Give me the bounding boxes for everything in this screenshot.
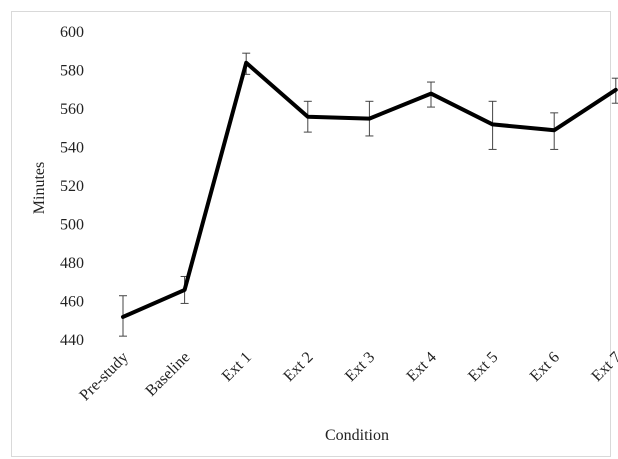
chart-frame	[11, 11, 611, 457]
x-tick-label: Ext 6	[527, 349, 563, 385]
x-tick-label: Ext 7	[588, 349, 618, 385]
x-tick-label: Ext 3	[342, 349, 378, 385]
y-tick-label: 520	[60, 178, 84, 195]
y-tick-label: 440	[60, 332, 84, 349]
x-axis-ticks: Pre-study Baseline Ext 1 Ext 2 Ext 3 Ext 4 Ext…	[76, 349, 618, 404]
y-tick-label: 460	[60, 294, 84, 311]
y-axis-title: Minutes	[31, 162, 48, 214]
x-tick-label: Pre-study	[76, 349, 131, 404]
x-tick-label: Ext 4	[404, 349, 440, 385]
error-bars	[119, 52, 618, 337]
y-tick-label: 600	[60, 24, 84, 41]
x-tick-label: Ext 1	[219, 349, 255, 385]
y-tick-label: 540	[60, 140, 84, 157]
y-tick-label: 480	[60, 255, 84, 272]
y-tick-label: 580	[60, 63, 84, 80]
y-axis-ticks: 440 460 480 500 520 540 560 580 600	[60, 24, 84, 349]
x-tick-label: Baseline	[142, 349, 193, 400]
series-line	[121, 60, 618, 319]
y-tick-label: 500	[60, 217, 84, 234]
x-axis-title: Condition	[325, 427, 389, 444]
y-tick-label: 560	[60, 101, 84, 118]
x-tick-label: Ext 5	[465, 349, 501, 385]
x-tick-label: Ext 2	[280, 349, 316, 385]
